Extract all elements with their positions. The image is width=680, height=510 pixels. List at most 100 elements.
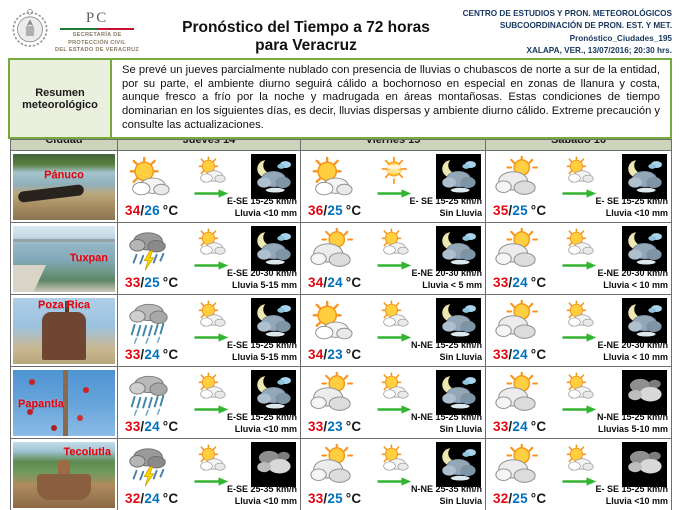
table-row-panuco: Pánuco 34/26 °C E-SE 15-25 km/h Lluvia <10… — [10, 150, 672, 224]
pc-flag-bars — [60, 28, 135, 30]
temperature: 33/25 °C — [125, 275, 179, 291]
clouds-night-icon — [624, 372, 665, 413]
pc-initials: PC — [85, 10, 109, 26]
night-forecast-box — [622, 442, 667, 488]
col-header-viernes: Viernes 15 — [300, 139, 486, 152]
rain-icon — [123, 300, 173, 346]
night-forecast-box — [622, 370, 667, 416]
sun-clouds-icon — [190, 156, 232, 187]
midday-forecast — [184, 156, 238, 198]
rain-value: Lluvia 5-15 mm — [231, 279, 297, 290]
moon-clouds-night-icon — [438, 444, 479, 485]
forecast-cell-papantla-viernes: 33/23 °C N-NE 15-25 km/h Sin Lluvia — [300, 366, 486, 440]
col-header-jueves: Jueves 14 — [117, 139, 301, 152]
wind-value: E- SE 15-25 km/h — [595, 195, 668, 206]
summary-label: Resumen meteorológico — [10, 60, 112, 138]
forecast-cell-tuxpan-viernes: 34/24 °C E-NE 20-30 km/h Lluvia < 5 mm — [300, 222, 486, 296]
temperature: 36/25 °C — [308, 203, 362, 219]
wind-value: N-NE 15-25 km/h — [410, 339, 482, 350]
wind-arrow-icon — [559, 189, 599, 198]
clouds-sun-icon — [306, 372, 356, 418]
wind-rain-text: E-NE 20-30 km/h Lluvia < 5 mm — [411, 268, 482, 291]
papantla-photo: Papantla — [13, 369, 115, 436]
wind-arrow-icon — [559, 261, 599, 270]
page-title: Pronóstico del Tiempo a 72 horas para Ve… — [182, 19, 430, 54]
night-forecast-box — [251, 154, 296, 200]
wind-value: E-NE 20-30 km/h — [597, 339, 668, 350]
forecast-cell-papantla-sabado: 33/24 °C N-NE 15-25 km/h Lluvias 5-10 mm — [485, 366, 672, 440]
moon-clouds-night-icon — [438, 156, 479, 197]
temperature: 33/25 °C — [308, 491, 362, 507]
forecast-cell-papantla-jueves: 33/24 °C E-SE 15-25 km/h Lluvia <10 mm — [117, 366, 301, 440]
rain-value: Sin Lluvia — [439, 495, 482, 506]
temperature: 33/24 °C — [125, 347, 179, 363]
rain-value: Lluvias 5-10 mm — [597, 423, 668, 434]
wind-value: N-NE 25-35 km/h — [410, 483, 482, 494]
clouds-sun-icon — [491, 156, 541, 202]
forecast-table: Ciudad Jueves 14 Viernes 15 Sábado 16 Pá… — [10, 139, 672, 510]
rain-value: Lluvia <10 mm — [605, 495, 668, 506]
sun-clouds-icon — [373, 228, 415, 259]
midday-forecast — [552, 372, 606, 414]
sun-clouds-icon — [123, 156, 173, 202]
wind-arrow-icon — [559, 477, 599, 486]
wind-value: E-NE 20-30 km/h — [597, 267, 668, 278]
midday-forecast — [367, 156, 421, 198]
city-name: Pánuco — [44, 168, 84, 181]
storm-rain-lightning-icon — [123, 228, 173, 274]
rain-value: Sin Lluvia — [439, 423, 482, 434]
issuer-line-4: XALAPA, VER., 13/07/2016; 20:30 hrs. — [526, 45, 672, 55]
wind-rain-text: E-SE 20-30 km/h Lluvia 5-15 mm — [227, 268, 297, 291]
forecast-cell-tuxpan-jueves: 33/25 °C E-SE 20-30 km/h Lluvia 5-15 mm — [117, 222, 301, 296]
moon-clouds-night-icon — [253, 156, 294, 197]
wind-arrow-icon — [191, 477, 231, 486]
wind-rain-text: E-SE 15-25 km/h Lluvia 5-15 mm — [227, 340, 297, 363]
wind-value: E-SE 15-25 km/h — [226, 339, 297, 350]
col-header-ciudad: Ciudad — [10, 139, 118, 152]
moon-clouds-night-icon — [438, 228, 479, 269]
city-photo-cell: Tuxpan — [10, 222, 118, 296]
wind-value: E- SE 15-25 km/h — [409, 195, 482, 206]
issuer-line-1: CENTRO DE ESTUDIOS Y PRON. METEOROLÓGICO… — [462, 9, 672, 18]
logo-line-2: PROTECCIÓN CIVIL — [68, 39, 127, 46]
night-forecast-box — [622, 154, 667, 200]
tuxpan-photo: Tuxpan — [13, 225, 115, 292]
night-forecast-box — [251, 298, 296, 344]
moon-clouds-night-icon — [624, 156, 665, 197]
clouds-night-icon — [624, 444, 665, 485]
agency-logo: PC SECRETARÍA DE PROTECCIÓN CIVIL DEL ES… — [10, 3, 178, 57]
forecast-cell-tuxpan-sabado: 33/24 °C E-NE 20-30 km/h Lluvia < 10 mm — [485, 222, 672, 296]
wind-rain-text: E- SE 15-25 km/h Lluvia <10 mm — [595, 196, 668, 219]
temperature: 33/24 °C — [493, 275, 547, 291]
sun-clouds-icon — [373, 372, 415, 403]
wind-arrow-icon — [559, 405, 599, 414]
rain-value: Sin Lluvia — [439, 351, 482, 362]
midday-forecast — [184, 372, 238, 414]
wind-arrow-icon — [374, 261, 414, 270]
col-header-sabado: Sábado 16 — [485, 139, 672, 152]
moon-clouds-night-icon — [624, 300, 665, 341]
rain-icon — [123, 372, 173, 418]
table-row-papantla: Papantla 33/24 °C E-SE 15-25 km/h Lluvia <… — [10, 366, 672, 440]
wind-arrow-icon — [191, 333, 231, 342]
tecolutla-photo: Tecolutla — [13, 441, 115, 508]
night-forecast-box — [622, 298, 667, 344]
forecast-cell-tecolutla-viernes: 33/25 °C N-NE 25-35 km/h Sin Lluvia — [300, 438, 486, 510]
night-forecast-box — [436, 370, 481, 416]
night-forecast-box — [251, 442, 296, 488]
midday-forecast — [184, 228, 238, 270]
table-row-tuxpan: Tuxpan 33/25 °C E-SE 20-30 km/h Lluvia 5-1… — [10, 222, 672, 296]
poza-rica-photo: Poza Rica — [13, 297, 115, 364]
moon-clouds-night-icon — [253, 228, 294, 269]
night-forecast-box — [251, 370, 296, 416]
sun-clouds-icon — [190, 228, 232, 259]
temperature: 33/24 °C — [125, 419, 179, 435]
rain-value: Lluvia < 10 mm — [603, 279, 668, 290]
wind-value: E-SE 25-35 km/h — [226, 483, 297, 494]
temperature: 33/23 °C — [308, 419, 362, 435]
wind-value: E-NE 20-30 km/h — [411, 267, 482, 278]
city-photo-cell: Papantla — [10, 366, 118, 440]
rain-value: Lluvia < 10 mm — [603, 351, 668, 362]
wind-arrow-icon — [191, 261, 231, 270]
city-photo-cell: Pánuco — [10, 150, 118, 224]
